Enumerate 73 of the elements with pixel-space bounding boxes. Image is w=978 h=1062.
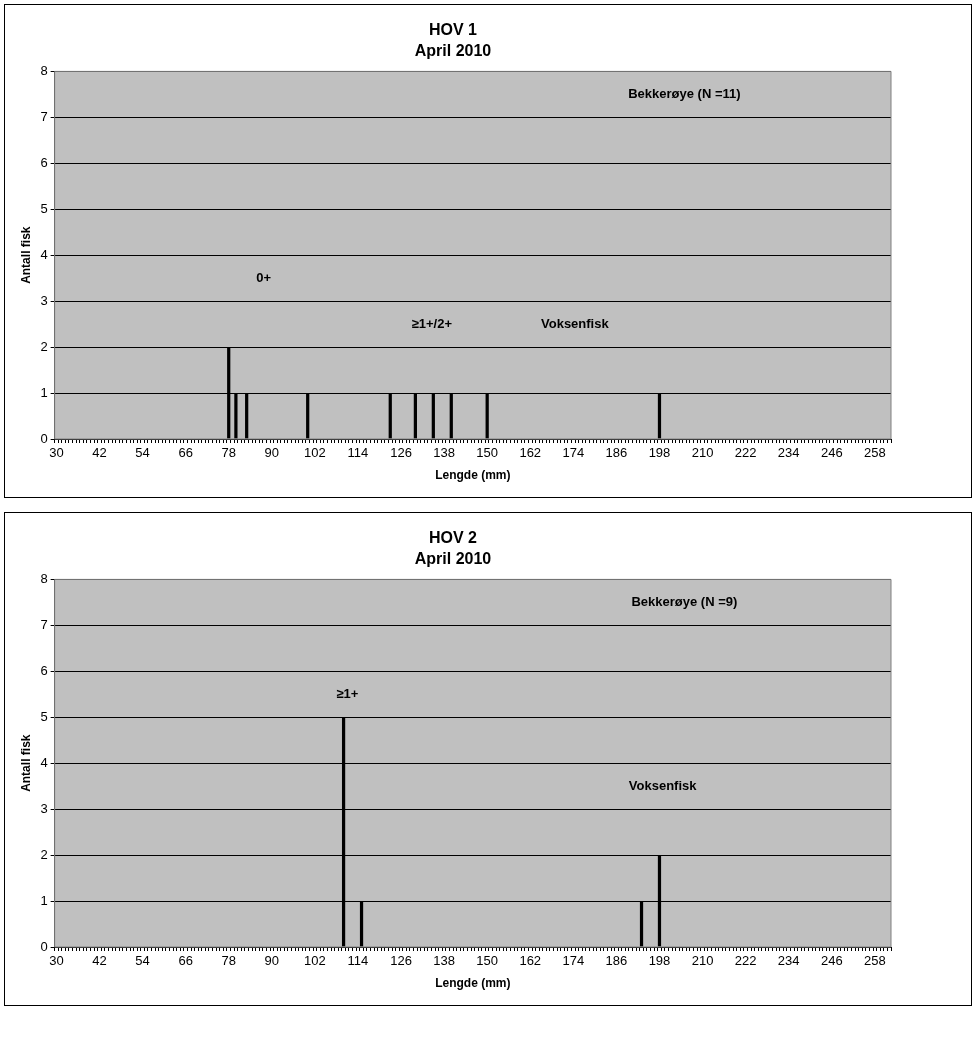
y-tick-label: 5: [40, 708, 48, 724]
y-tick-label: 6: [40, 662, 48, 678]
y-axis-title: Antall fisk: [18, 226, 33, 284]
x-tick-label: 138: [433, 445, 455, 461]
x-tick-label: 90: [264, 953, 280, 969]
x-axis-title: Lengde (mm): [435, 976, 511, 991]
x-tick-label: 30: [49, 953, 64, 969]
x-tick-label: 78: [221, 445, 236, 461]
x-tick-label: 102: [304, 953, 326, 969]
chart-title: HOV 2: [428, 529, 478, 547]
y-tick-label: 1: [40, 892, 48, 908]
x-tick-label: 42: [92, 953, 107, 969]
x-tick-label: 222: [734, 953, 757, 969]
x-tick-label: 138: [433, 953, 455, 969]
x-tick-label: 258: [864, 953, 886, 969]
y-tick-label: 8: [40, 62, 48, 78]
y-tick-label: 5: [40, 200, 48, 216]
y-tick-label: 0: [40, 938, 48, 954]
x-tick-label: 246: [820, 445, 843, 461]
annotation: Bekkerøye (N =9): [631, 593, 738, 609]
y-tick-label: 3: [40, 292, 48, 308]
x-tick-label: 198: [648, 953, 671, 969]
y-tick-label: 0: [40, 430, 48, 446]
x-axis-title: Lengde (mm): [435, 468, 511, 483]
x-tick-label: 258: [864, 445, 886, 461]
x-tick-label: 234: [777, 445, 800, 461]
x-tick-label: 186: [605, 445, 628, 461]
x-tick-label: 150: [476, 445, 499, 461]
y-tick-label: 4: [40, 754, 48, 770]
y-tick-label: 7: [40, 616, 48, 632]
annotation: Voksenfisk: [628, 777, 698, 793]
x-tick-label: 150: [476, 953, 499, 969]
chart-subtitle: April 2010: [414, 42, 492, 60]
x-tick-label: 114: [347, 445, 369, 461]
x-tick-label: 42: [92, 445, 107, 461]
x-tick-label: 210: [691, 445, 714, 461]
x-tick-label: 54: [135, 445, 150, 461]
y-tick-label: 2: [40, 338, 48, 354]
x-tick-label: 66: [178, 445, 193, 461]
y-tick-label: 8: [40, 570, 48, 586]
x-tick-label: 198: [648, 445, 671, 461]
chart-title: HOV 1: [428, 21, 478, 39]
y-axis-title: Antall fisk: [18, 734, 33, 792]
x-tick-label: 162: [519, 445, 542, 461]
y-tick-label: 1: [40, 384, 48, 400]
x-tick-label: 222: [734, 445, 757, 461]
chart-subtitle: April 2010: [414, 550, 492, 568]
x-tick-label: 234: [777, 953, 800, 969]
annotation: Bekkerøye (N =11): [628, 85, 741, 101]
x-tick-label: 30: [49, 445, 64, 461]
annotation: Voksenfisk: [541, 315, 610, 331]
x-tick-label: 78: [221, 953, 236, 969]
annotation: ≥1+: [336, 685, 359, 701]
x-tick-label: 66: [178, 953, 193, 969]
annotation: 0+: [256, 269, 272, 285]
x-tick-label: 162: [519, 953, 542, 969]
x-tick-label: 174: [562, 953, 585, 969]
x-tick-label: 102: [304, 445, 326, 461]
y-tick-label: 3: [40, 800, 48, 816]
x-tick-label: 90: [264, 445, 280, 461]
y-tick-label: 4: [40, 246, 48, 262]
x-tick-label: 54: [135, 953, 150, 969]
y-tick-label: 6: [40, 154, 48, 170]
y-tick-label: 7: [40, 108, 48, 124]
x-tick-label: 126: [390, 953, 412, 969]
x-tick-label: 210: [691, 953, 714, 969]
x-tick-label: 126: [390, 445, 412, 461]
annotation: ≥1+/2+: [411, 315, 453, 331]
x-tick-label: 186: [605, 953, 628, 969]
x-tick-label: 174: [562, 445, 585, 461]
y-tick-label: 2: [40, 846, 48, 862]
x-tick-label: 246: [820, 953, 843, 969]
x-tick-label: 114: [347, 953, 369, 969]
